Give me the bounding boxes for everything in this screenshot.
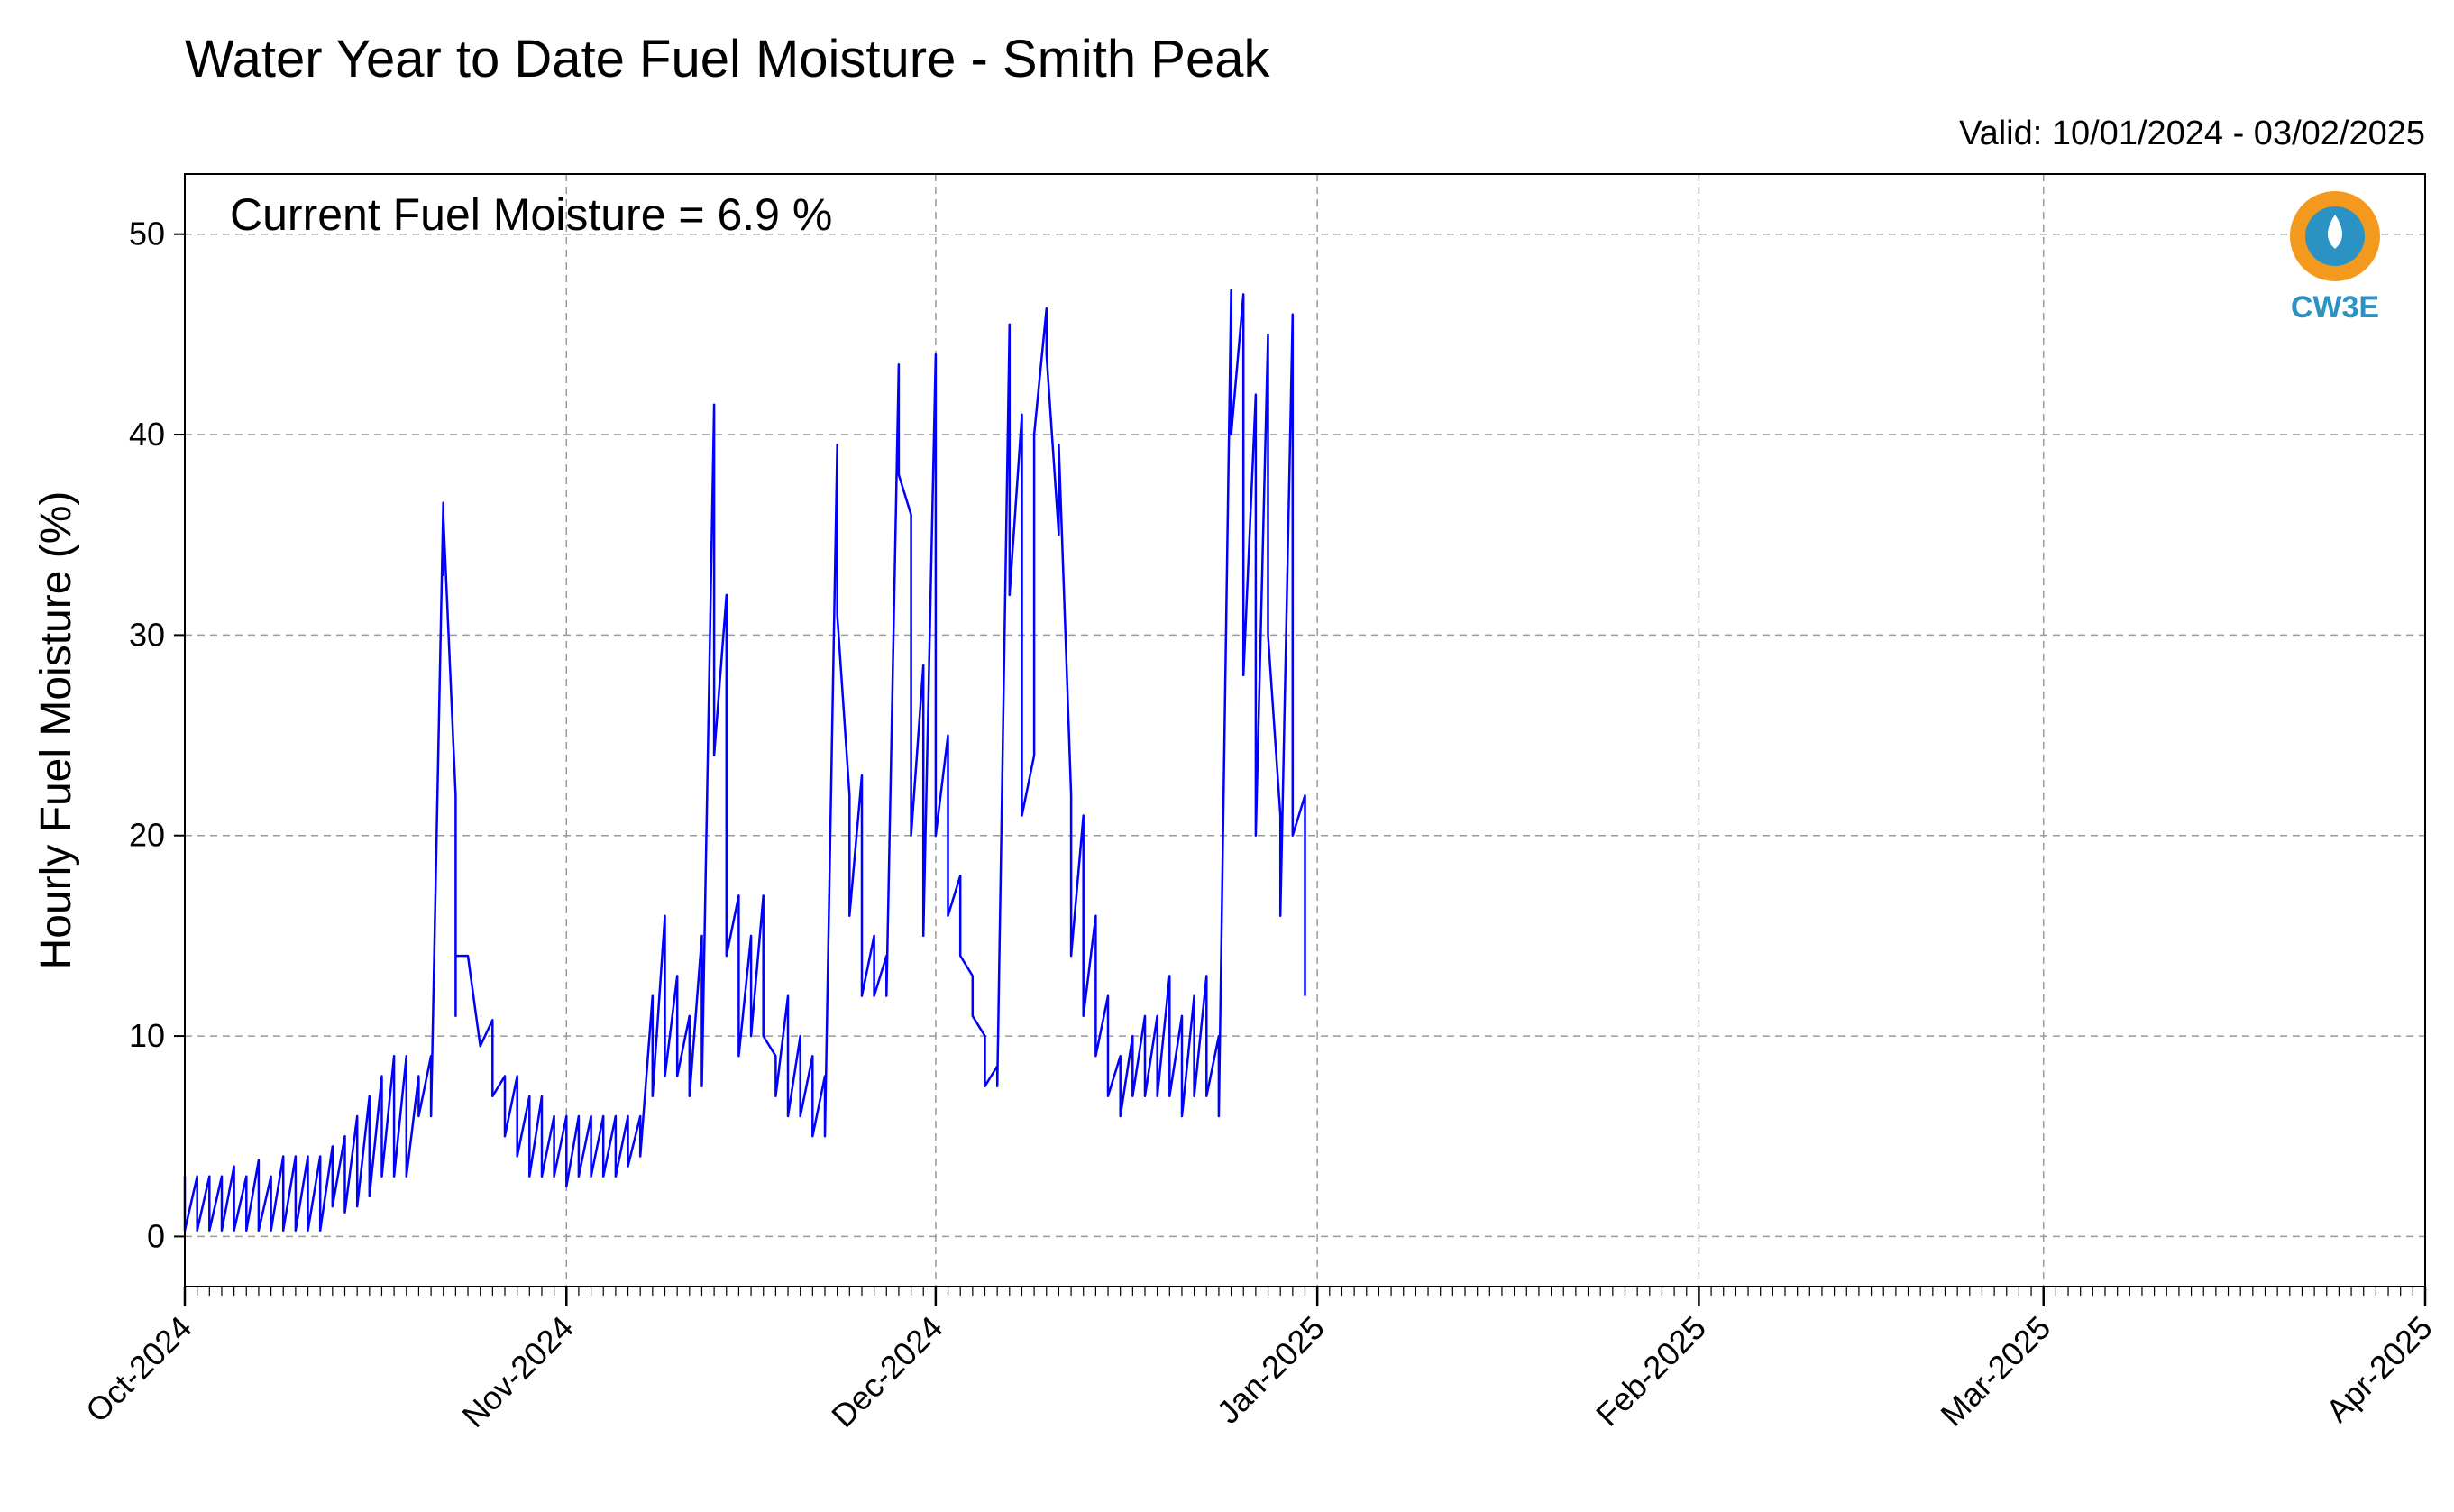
axes: 0 10 20 30 40 50 Oct-2024 Nov-2024 Dec-2024 Jan-2… xyxy=(78,215,2440,1434)
cw3e-logo: CW3E xyxy=(2290,191,2380,325)
chart-title: Water Year to Date Fuel Moisture - Smith… xyxy=(185,30,1270,88)
x-tick-label: Apr-2025 xyxy=(2319,1309,2440,1430)
cw3e-logo-text: CW3E xyxy=(2291,290,2379,325)
y-tick-label: 10 xyxy=(129,1017,165,1054)
plot-frame xyxy=(184,173,2426,1287)
y-tick-label: 0 xyxy=(147,1217,165,1254)
data-line-group xyxy=(183,289,1306,1232)
y-axis-label: Hourly Fuel Moisture (%) xyxy=(32,491,80,970)
y-tick-label: 50 xyxy=(129,215,165,252)
x-tick-label: Jan-2025 xyxy=(1210,1309,1332,1431)
current-fuel-moisture-annotation: Current Fuel Moisture = 6.9 % xyxy=(230,189,832,240)
y-tick-label: 40 xyxy=(129,416,165,453)
valid-range: Valid: 10/01/2024 - 03/02/2025 xyxy=(1959,115,2425,152)
x-tick-label: Dec-2024 xyxy=(824,1309,949,1434)
x-tick-label: Feb-2025 xyxy=(1589,1309,1713,1434)
fuel-moisture-line xyxy=(183,289,1306,1232)
y-tick-label: 20 xyxy=(129,817,165,854)
x-tick-label: Mar-2025 xyxy=(1933,1309,2057,1434)
x-tick-label: Nov-2024 xyxy=(455,1309,581,1434)
x-tick-label: Oct-2024 xyxy=(78,1309,199,1430)
water-drop-icon xyxy=(2328,215,2342,249)
grid-lines xyxy=(184,174,2426,1287)
y-tick-label: 30 xyxy=(129,616,165,653)
